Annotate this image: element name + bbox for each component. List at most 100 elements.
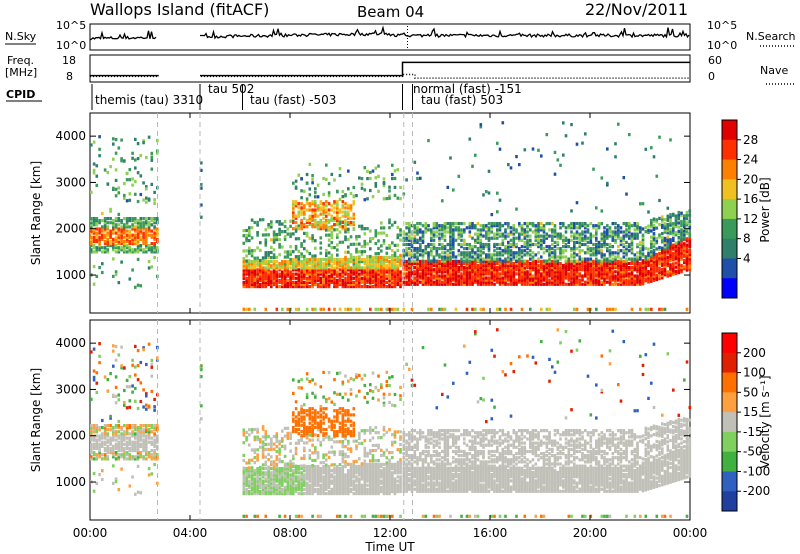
- data-cell: [672, 212, 675, 216]
- data-cell: [520, 224, 524, 228]
- data-cell: [416, 272, 419, 276]
- data-cell: [150, 449, 154, 453]
- data-cell: [419, 272, 422, 276]
- data-cell: [366, 278, 369, 282]
- data-cell: [325, 268, 328, 272]
- data-cell: [344, 285, 347, 289]
- data-cell: [419, 245, 422, 249]
- data-cell: [606, 247, 609, 251]
- data-cell: [136, 451, 140, 455]
- data-cell: [259, 479, 262, 483]
- data-cell: [103, 449, 107, 453]
- data-cell: [347, 237, 350, 242]
- data-cell: [463, 230, 466, 234]
- data-cell: [471, 274, 474, 278]
- data-cell: [248, 443, 251, 447]
- data-cell: [256, 483, 259, 487]
- data-cell: [382, 241, 386, 245]
- data-cell: [305, 266, 309, 270]
- data-cell: [463, 255, 466, 259]
- data-cell: [573, 251, 576, 255]
- data-cell: [606, 234, 609, 238]
- data-cell: [311, 285, 314, 289]
- data-cell: [551, 263, 554, 268]
- data-cell: [515, 207, 518, 211]
- data-cell: [460, 280, 463, 284]
- data-cell: [90, 221, 93, 225]
- data-cell: [504, 282, 507, 286]
- data-cell: [584, 242, 587, 247]
- data-cell: [355, 307, 358, 311]
- data-cell: [90, 442, 93, 446]
- data-cell: [584, 272, 587, 276]
- data-cell: [548, 261, 551, 266]
- data-cell: [134, 219, 137, 223]
- data-cell: [336, 285, 339, 289]
- data-cell: [655, 255, 659, 259]
- data-cell: [355, 282, 358, 287]
- data-cell: [316, 195, 320, 199]
- data-cell: [267, 272, 270, 276]
- data-cell: [128, 375, 132, 379]
- data-cell: [625, 282, 628, 286]
- data-cell: [300, 225, 303, 229]
- data-cell: [559, 268, 562, 272]
- data-cell: [380, 307, 383, 311]
- data-cell: [117, 430, 121, 434]
- data-cell: [270, 285, 273, 289]
- data-cell: [369, 247, 372, 251]
- data-cell: [663, 262, 667, 266]
- data-cell: [496, 259, 499, 263]
- data-cell: [644, 270, 648, 275]
- data-cell: [153, 428, 156, 432]
- data-cell: [677, 260, 681, 264]
- data-cell: [628, 245, 631, 249]
- data-cell: [145, 434, 148, 438]
- data-cell: [156, 424, 159, 428]
- data-cell: [680, 224, 683, 228]
- data-cell: [369, 278, 372, 282]
- data-cell: [380, 270, 383, 274]
- data-cell: [592, 242, 595, 247]
- data-cell: [341, 195, 345, 199]
- data-cell: [680, 253, 683, 257]
- data-cell: [286, 280, 290, 284]
- data-cell: [358, 264, 361, 268]
- data-cell: [297, 214, 301, 218]
- data-cell: [655, 174, 659, 178]
- data-cell: [416, 251, 419, 255]
- data-cell: [338, 216, 342, 220]
- data-cell: [245, 280, 248, 284]
- data-cell: [551, 230, 554, 234]
- data-cell: [454, 268, 458, 272]
- data-cell: [128, 440, 132, 444]
- data-cell: [545, 280, 549, 284]
- data-cell: [446, 266, 450, 270]
- data-cell: [625, 274, 628, 278]
- data-cell: [628, 266, 631, 270]
- data-cell: [639, 266, 642, 270]
- data-cell: [139, 217, 143, 221]
- data-cell: [441, 251, 444, 255]
- data-cell: [360, 227, 364, 231]
- data-cell: [242, 264, 246, 268]
- data-cell: [245, 481, 248, 485]
- data-cell: [622, 278, 626, 282]
- data-cell: [677, 217, 681, 221]
- data-cell: [292, 266, 295, 270]
- data-cell: [509, 251, 513, 255]
- data-cell: [256, 448, 259, 452]
- data-cell: [272, 268, 276, 272]
- data-cell: [325, 253, 328, 258]
- data-cell: [336, 204, 339, 208]
- data-cell: [363, 239, 367, 243]
- data-cell: [316, 214, 320, 218]
- data-cell: [352, 280, 356, 284]
- data-cell: [341, 200, 345, 204]
- data-cell: [145, 440, 148, 444]
- data-cell: [512, 251, 516, 255]
- data-cell: [553, 224, 557, 228]
- data-cell: [95, 231, 99, 235]
- data-cell: [95, 442, 99, 446]
- data-cell: [264, 477, 268, 481]
